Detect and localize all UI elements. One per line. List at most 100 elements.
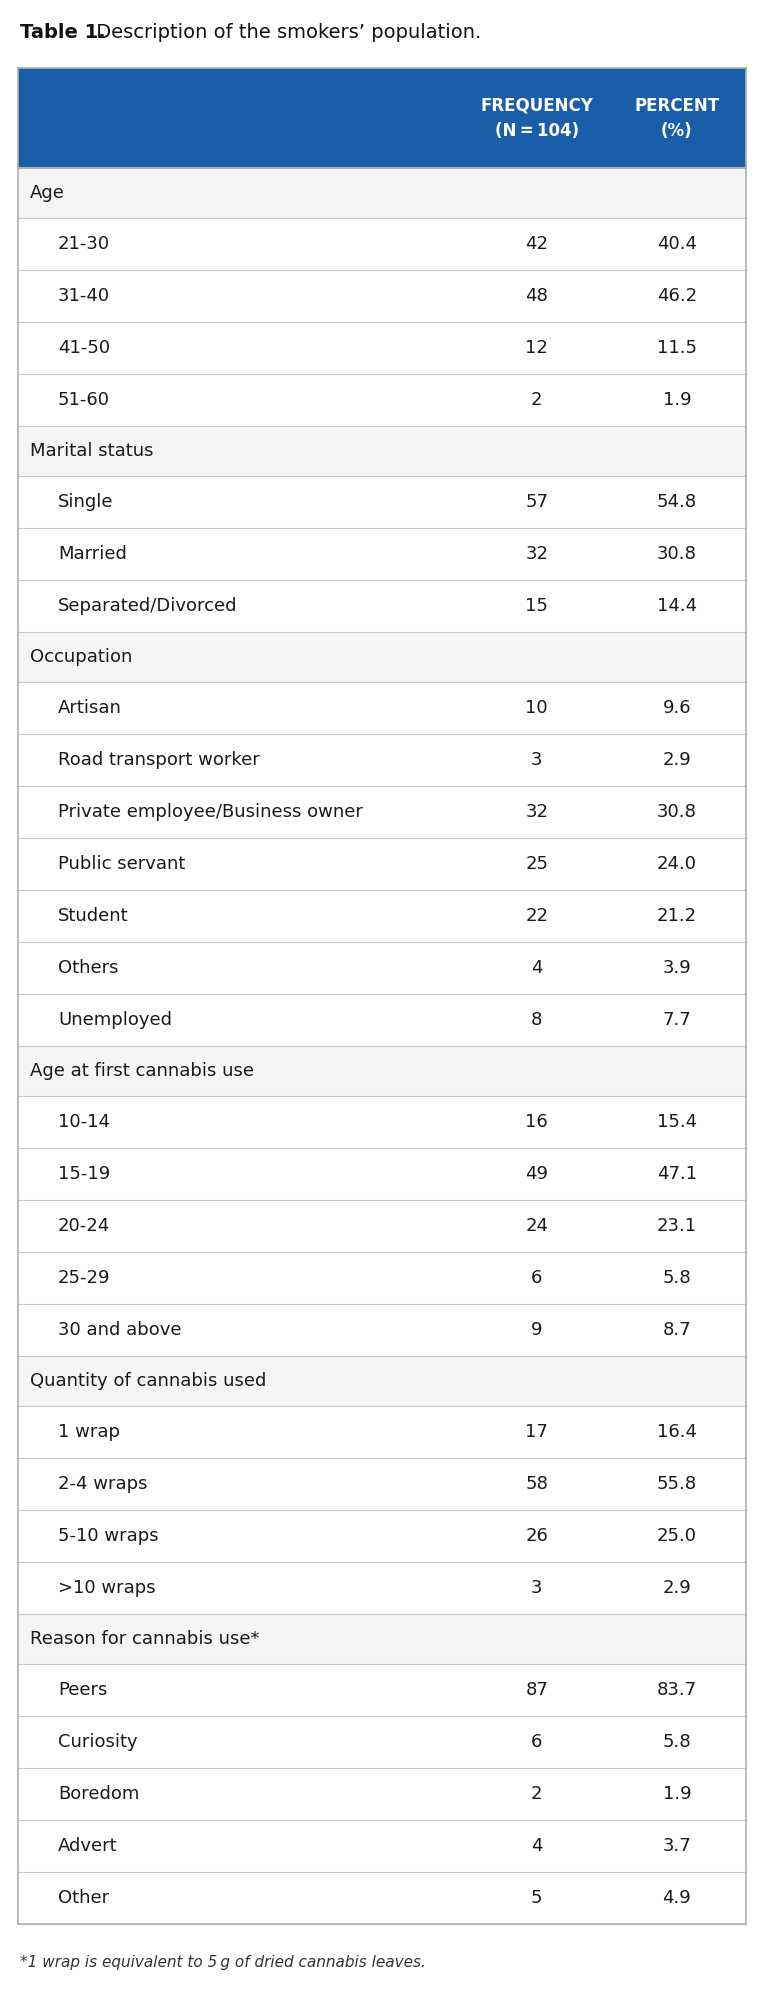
Bar [18, 1819, 746, 1871]
Text: 57: 57 [525, 493, 549, 511]
Text: Description of the smokers’ population.: Description of the smokers’ population. [90, 22, 481, 42]
Text: 41-50: 41-50 [58, 339, 110, 357]
Text: 2: 2 [531, 1785, 542, 1803]
Text: 11.5: 11.5 [657, 339, 697, 357]
Text: 30 and above: 30 and above [58, 1320, 182, 1340]
Text: Age: Age [30, 184, 65, 202]
Text: 23.1: 23.1 [657, 1216, 697, 1234]
Text: 7.7: 7.7 [662, 1010, 691, 1028]
Text: 49: 49 [525, 1164, 549, 1182]
Text: 2.9: 2.9 [662, 751, 691, 769]
Text: 16.4: 16.4 [657, 1424, 697, 1442]
Text: 10-14: 10-14 [58, 1112, 110, 1130]
Text: 24: 24 [525, 1216, 549, 1234]
Bar [18, 1148, 746, 1200]
Text: Occupation: Occupation [30, 647, 132, 667]
Text: 21.2: 21.2 [657, 907, 697, 925]
Text: 5: 5 [531, 1889, 542, 1907]
Text: Single: Single [58, 493, 114, 511]
Text: Others: Others [58, 959, 118, 977]
Text: Road transport worker: Road transport worker [58, 751, 260, 769]
Bar [18, 1356, 746, 1406]
Text: Advert: Advert [58, 1837, 118, 1855]
Text: 46.2: 46.2 [657, 288, 697, 306]
Text: Public servant: Public servant [58, 855, 186, 873]
Text: 15: 15 [526, 597, 548, 615]
Text: 22: 22 [525, 907, 549, 925]
Text: Unemployed: Unemployed [58, 1010, 172, 1028]
Text: 58: 58 [526, 1476, 548, 1494]
Text: 40.4: 40.4 [657, 236, 697, 254]
Text: 25-29: 25-29 [58, 1268, 111, 1286]
Text: 16: 16 [526, 1112, 548, 1130]
Text: 5.8: 5.8 [662, 1733, 691, 1751]
Text: 15.4: 15.4 [657, 1112, 697, 1130]
Text: 4: 4 [531, 1837, 542, 1855]
Text: 5-10 wraps: 5-10 wraps [58, 1528, 159, 1546]
Text: Student: Student [58, 907, 128, 925]
Text: 17: 17 [526, 1424, 548, 1442]
Bar [18, 1715, 746, 1767]
Text: 8.7: 8.7 [662, 1320, 691, 1340]
Text: Married: Married [58, 545, 127, 563]
Text: 55.8: 55.8 [657, 1476, 697, 1494]
Text: Table 1.: Table 1. [20, 22, 105, 42]
Text: 5.8: 5.8 [662, 1268, 691, 1286]
Bar [18, 527, 746, 579]
Text: 3: 3 [531, 1580, 542, 1598]
Bar [18, 995, 746, 1046]
Text: Artisan: Artisan [58, 699, 122, 717]
Text: 25.0: 25.0 [657, 1528, 697, 1546]
Bar [18, 1304, 746, 1356]
Text: 51-60: 51-60 [58, 391, 110, 409]
Text: 30.8: 30.8 [657, 803, 697, 821]
Text: 48: 48 [526, 288, 548, 306]
Bar [18, 1096, 746, 1148]
Text: 1 wrap: 1 wrap [58, 1424, 120, 1442]
Text: 6: 6 [531, 1733, 542, 1751]
Bar [18, 270, 746, 322]
Bar [18, 1252, 746, 1304]
Bar [18, 891, 746, 943]
Text: 24.0: 24.0 [657, 855, 697, 873]
Text: Separated/Divorced: Separated/Divorced [58, 597, 238, 615]
Text: Reason for cannabis use*: Reason for cannabis use* [30, 1630, 260, 1648]
Bar [18, 425, 746, 475]
Bar [18, 218, 746, 270]
Text: 26: 26 [526, 1528, 548, 1546]
Text: 15-19: 15-19 [58, 1164, 110, 1182]
Bar [18, 475, 746, 527]
Bar [18, 373, 746, 425]
Text: 20-24: 20-24 [58, 1216, 110, 1234]
Text: 47.1: 47.1 [657, 1164, 697, 1182]
Text: FREQUENCY
(N = 104): FREQUENCY (N = 104) [481, 96, 593, 140]
Text: 9: 9 [531, 1320, 542, 1340]
Bar [18, 1510, 746, 1562]
Text: Boredom: Boredom [58, 1785, 139, 1803]
Bar [18, 631, 746, 683]
Text: 4: 4 [531, 959, 542, 977]
Text: 4.9: 4.9 [662, 1889, 691, 1907]
Text: 8: 8 [531, 1010, 542, 1028]
Text: PERCENT
(%): PERCENT (%) [634, 96, 720, 140]
Text: Private employee/Business owner: Private employee/Business owner [58, 803, 363, 821]
Bar [18, 322, 746, 373]
Bar [18, 839, 746, 891]
Bar [18, 1458, 746, 1510]
Bar [18, 1200, 746, 1252]
Bar [18, 168, 746, 218]
Text: 32: 32 [525, 803, 549, 821]
Bar [18, 787, 746, 839]
Text: 2: 2 [531, 391, 542, 409]
Text: 87: 87 [526, 1681, 548, 1699]
Text: 14.4: 14.4 [657, 597, 697, 615]
Bar [18, 1562, 746, 1614]
Text: Peers: Peers [58, 1681, 108, 1699]
Text: Marital status: Marital status [30, 441, 154, 459]
Bar [18, 1046, 746, 1096]
Text: 83.7: 83.7 [657, 1681, 697, 1699]
Text: 42: 42 [525, 236, 549, 254]
Text: 10: 10 [526, 699, 548, 717]
Bar [18, 683, 746, 735]
Text: 3: 3 [531, 751, 542, 769]
